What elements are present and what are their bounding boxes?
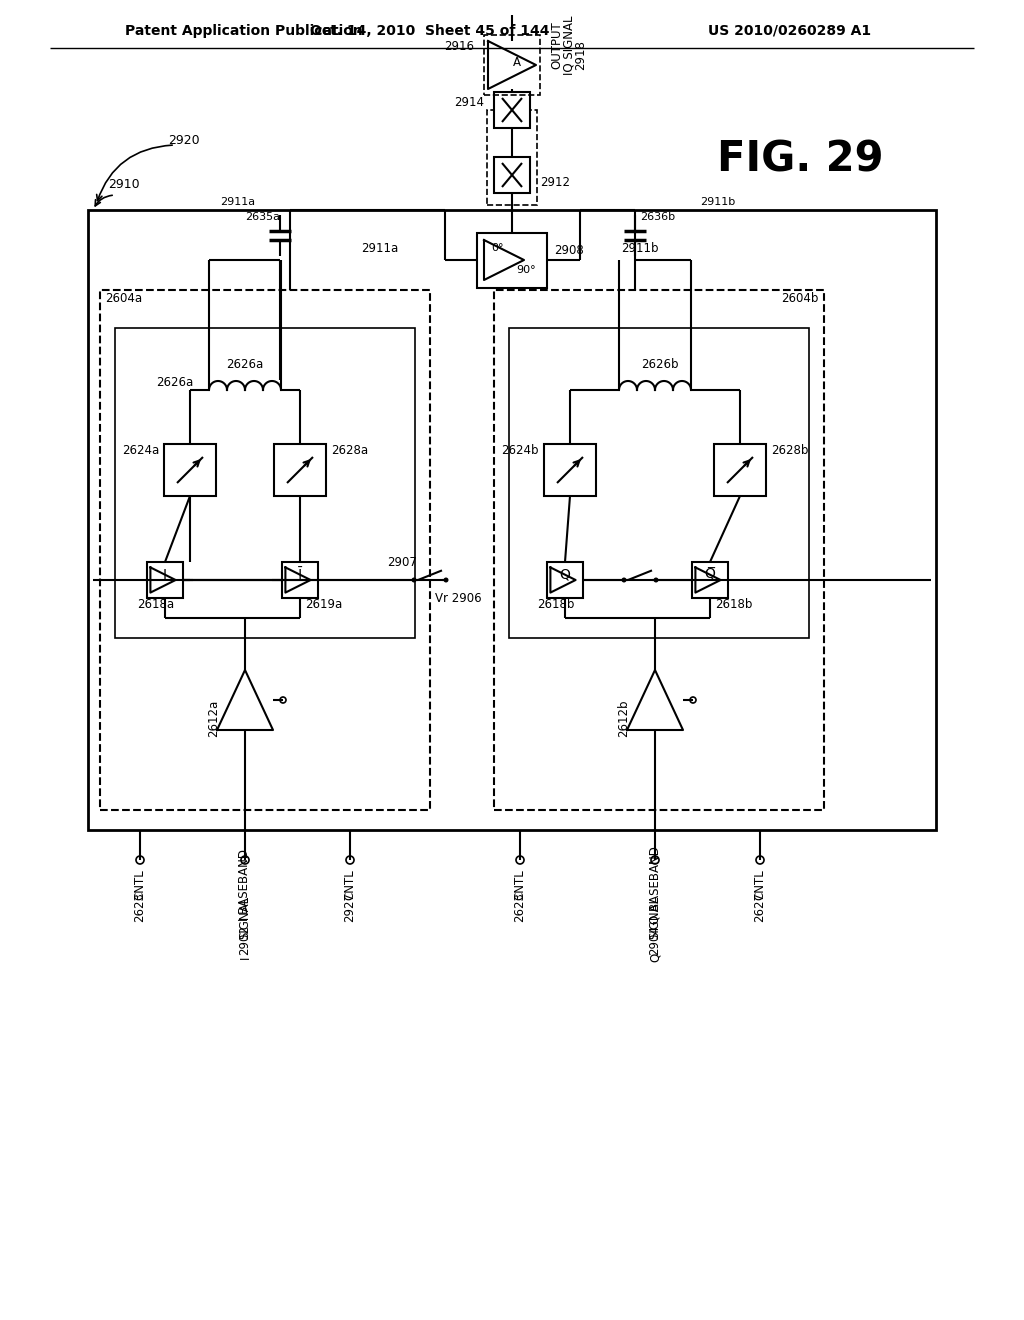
Text: 2624b: 2624b	[502, 444, 539, 457]
Bar	[147, 562, 183, 598]
Text: 90°: 90°	[516, 265, 536, 275]
Text: 2604b: 2604b	[781, 292, 819, 305]
Text: 2904: 2904	[648, 925, 662, 954]
Text: Q: Q	[648, 952, 662, 962]
Text: IQ SIGNAL: IQ SIGNAL	[562, 16, 575, 75]
Text: 2920: 2920	[168, 133, 200, 147]
Text: 2911a: 2911a	[361, 242, 398, 255]
Text: 2624a: 2624a	[122, 444, 159, 457]
Text: 2612a: 2612a	[207, 700, 220, 737]
Bar	[547, 562, 583, 598]
Text: 2626a: 2626a	[156, 375, 193, 388]
Text: 2618b: 2618b	[715, 598, 753, 610]
Text: US 2010/0260289 A1: US 2010/0260289 A1	[709, 24, 871, 38]
Bar	[487, 110, 537, 205]
Text: 2626b: 2626b	[641, 359, 679, 371]
Bar	[509, 327, 809, 638]
Text: 2619a: 2619a	[305, 598, 342, 610]
Text: 2623: 2623	[133, 892, 146, 921]
Bar	[477, 232, 547, 288]
Bar	[100, 290, 430, 810]
Circle shape	[653, 578, 658, 582]
Text: Q BASEBAND: Q BASEBAND	[648, 846, 662, 924]
Text: 2912: 2912	[540, 177, 570, 190]
Text: SIGNAL: SIGNAL	[648, 895, 662, 939]
Bar	[274, 444, 326, 496]
Text: 2918: 2918	[574, 40, 588, 70]
Text: I BASEBAND: I BASEBAND	[239, 849, 252, 921]
Text: 2604a: 2604a	[105, 292, 142, 305]
Text: FIG. 29: FIG. 29	[717, 139, 884, 181]
Text: 2627: 2627	[754, 892, 767, 921]
Text: 2618b: 2618b	[537, 598, 574, 610]
Text: 2910: 2910	[108, 178, 139, 191]
Text: 2907: 2907	[387, 556, 417, 569]
Text: 2635a: 2635a	[245, 213, 280, 222]
Circle shape	[622, 578, 627, 582]
Bar	[692, 562, 728, 598]
Text: 2914: 2914	[454, 95, 484, 108]
Text: 2612b: 2612b	[617, 700, 630, 737]
Text: 2911a: 2911a	[220, 197, 255, 207]
Bar	[494, 92, 530, 128]
Text: A: A	[513, 57, 521, 70]
Text: 2636b: 2636b	[640, 213, 675, 222]
Bar	[164, 444, 216, 496]
Circle shape	[443, 578, 449, 582]
Text: 2927: 2927	[343, 892, 356, 921]
Bar	[484, 36, 540, 95]
Text: 2911b: 2911b	[700, 197, 735, 207]
Text: 2908: 2908	[554, 243, 584, 256]
Text: Patent Application Publication: Patent Application Publication	[125, 24, 362, 38]
Text: 2628a: 2628a	[331, 444, 368, 457]
Text: 2916: 2916	[444, 41, 474, 54]
Text: Vr 2906: Vr 2906	[435, 591, 481, 605]
Text: I: I	[163, 568, 167, 582]
Text: Oct. 14, 2010  Sheet 45 of 144: Oct. 14, 2010 Sheet 45 of 144	[310, 24, 550, 38]
Bar	[494, 157, 530, 193]
Text: Q: Q	[559, 568, 570, 582]
Bar	[115, 327, 415, 638]
Bar	[282, 562, 318, 598]
Bar	[714, 444, 766, 496]
Text: I: I	[239, 956, 252, 958]
Circle shape	[412, 578, 417, 582]
Text: 2626a: 2626a	[226, 359, 263, 371]
Text: CNTL: CNTL	[754, 870, 767, 900]
Text: Q̅: Q̅	[705, 568, 716, 582]
Text: 2623: 2623	[513, 892, 526, 921]
Bar	[88, 210, 936, 830]
Text: CNTL: CNTL	[513, 870, 526, 900]
Text: 0°: 0°	[492, 243, 504, 253]
Bar	[544, 444, 596, 496]
Text: Ī: Ī	[298, 568, 302, 582]
Text: 2902: 2902	[239, 925, 252, 954]
Text: CNTL: CNTL	[133, 870, 146, 900]
Text: 2628b: 2628b	[771, 444, 808, 457]
Text: 2911b: 2911b	[622, 242, 658, 255]
Text: SIGNAL: SIGNAL	[239, 895, 252, 939]
Text: 2618a: 2618a	[137, 598, 174, 610]
Text: CNTL: CNTL	[343, 870, 356, 900]
Text: OUTPUT: OUTPUT	[551, 21, 563, 69]
Bar	[494, 290, 824, 810]
